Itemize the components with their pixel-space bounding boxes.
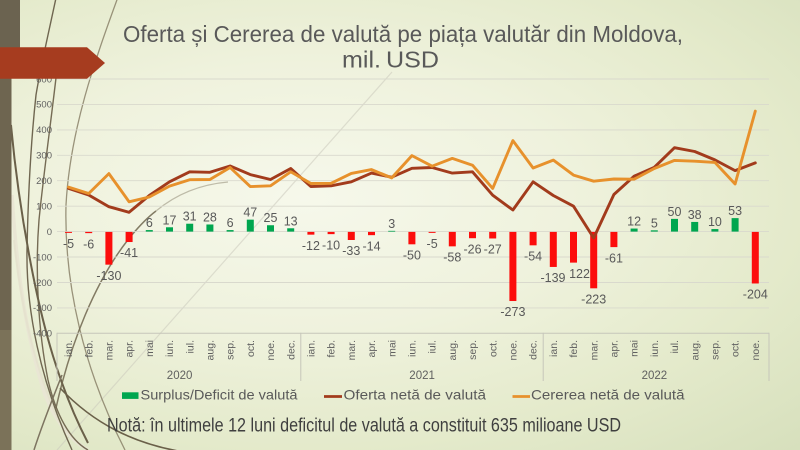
svg-text:mai: mai — [386, 340, 398, 357]
svg-text:feb.: feb. — [83, 340, 95, 358]
svg-text:oct.: oct. — [487, 340, 499, 357]
svg-text:noe.: noe. — [750, 340, 762, 360]
svg-text:ian.: ian. — [548, 340, 560, 357]
svg-text:apr.: apr. — [609, 340, 621, 358]
svg-text:25: 25 — [264, 211, 278, 225]
svg-text:sep.: sep. — [710, 340, 722, 360]
svg-text:sep.: sep. — [225, 340, 237, 360]
svg-text:oct.: oct. — [730, 340, 742, 357]
svg-text:oct.: oct. — [245, 340, 257, 357]
svg-text:-26: -26 — [463, 242, 481, 256]
svg-text:-130: -130 — [96, 269, 121, 283]
svg-text:-61: -61 — [605, 251, 623, 265]
svg-text:17: 17 — [163, 213, 177, 227]
svg-text:iul.: iul. — [669, 340, 681, 353]
svg-text:28: 28 — [203, 211, 217, 225]
svg-text:feb.: feb. — [568, 340, 580, 358]
svg-text:aug.: aug. — [689, 340, 701, 360]
svg-text:-139: -139 — [540, 271, 565, 285]
svg-text:300: 300 — [36, 151, 52, 162]
svg-text:-10: -10 — [322, 238, 340, 252]
svg-text:dec.: dec. — [528, 340, 540, 360]
svg-text:2020: 2020 — [167, 370, 193, 382]
svg-text:Oferta și Cererea de valută pe: Oferta și Cererea de valută pe piața val… — [123, 21, 683, 47]
svg-text:6: 6 — [146, 216, 153, 230]
svg-text:-6: -6 — [83, 237, 94, 251]
svg-text:0: 0 — [47, 227, 52, 238]
svg-text:apr.: apr. — [124, 340, 136, 358]
svg-text:47: 47 — [243, 206, 257, 220]
svg-text:53: 53 — [728, 204, 742, 218]
svg-text:600: 600 — [36, 74, 52, 85]
svg-text:13: 13 — [284, 214, 298, 228]
svg-text:iun.: iun. — [164, 340, 176, 357]
svg-text:mar.: mar. — [104, 340, 116, 360]
svg-text:iun.: iun. — [407, 340, 419, 357]
svg-text:2022: 2022 — [642, 370, 668, 382]
svg-text:50: 50 — [668, 205, 682, 219]
svg-text:500: 500 — [36, 100, 52, 111]
svg-text:iul.: iul. — [427, 340, 439, 353]
svg-text:-5: -5 — [427, 237, 438, 251]
svg-text:mil. USD: mil. USD — [342, 47, 439, 73]
svg-text:200: 200 — [36, 176, 52, 187]
svg-text:100: 100 — [36, 202, 52, 213]
svg-text:Oferta netă de valută: Oferta netă de valută — [344, 387, 487, 403]
svg-text:noe.: noe. — [508, 340, 520, 360]
svg-text:mai: mai — [144, 340, 156, 357]
svg-text:ian.: ian. — [306, 340, 318, 357]
svg-text:mar.: mar. — [346, 340, 358, 360]
svg-text:3: 3 — [388, 217, 395, 231]
svg-text:feb.: feb. — [326, 340, 338, 358]
svg-text:-223: -223 — [581, 293, 606, 307]
svg-text:-300: -300 — [33, 303, 52, 314]
svg-text:10: 10 — [708, 215, 722, 229]
svg-text:122: 122 — [569, 267, 590, 281]
svg-text:12: 12 — [627, 215, 641, 229]
svg-text:Surplus/Deficit de valută: Surplus/Deficit de valută — [141, 387, 298, 403]
svg-text:aug.: aug. — [447, 340, 459, 360]
svg-text:sep.: sep. — [467, 340, 479, 360]
svg-text:-58: -58 — [443, 251, 461, 265]
svg-text:dec.: dec. — [285, 340, 297, 360]
svg-text:-5: -5 — [63, 237, 74, 251]
svg-text:apr.: apr. — [366, 340, 378, 358]
svg-text:iul.: iul. — [184, 340, 196, 353]
svg-text:aug.: aug. — [205, 340, 217, 360]
svg-text:5: 5 — [651, 216, 658, 230]
svg-text:38: 38 — [688, 208, 702, 222]
svg-text:-54: -54 — [524, 250, 542, 264]
svg-text:-200: -200 — [33, 278, 52, 289]
svg-text:2021: 2021 — [409, 370, 435, 382]
svg-text:-14: -14 — [362, 239, 380, 253]
svg-text:ian.: ian. — [63, 340, 75, 357]
svg-text:mar.: mar. — [588, 340, 600, 360]
svg-text:-27: -27 — [484, 243, 502, 257]
svg-text:-12: -12 — [302, 239, 320, 253]
svg-text:31: 31 — [183, 210, 197, 224]
svg-text:-273: -273 — [500, 305, 525, 319]
svg-text:iun.: iun. — [649, 340, 661, 357]
svg-text:Notă: în ultimele 12 luni defi: Notă: în ultimele 12 luni deficitul de v… — [107, 416, 621, 437]
svg-text:noe.: noe. — [265, 340, 277, 360]
svg-text:mai: mai — [629, 340, 641, 357]
svg-text:Cererea netă de valută: Cererea netă de valută — [531, 387, 685, 403]
svg-text:-100: -100 — [33, 252, 52, 263]
svg-text:400: 400 — [36, 125, 52, 136]
svg-text:-33: -33 — [342, 244, 360, 258]
svg-text:6: 6 — [227, 216, 234, 230]
svg-text:-400: -400 — [33, 329, 52, 340]
svg-text:-50: -50 — [403, 249, 421, 263]
svg-text:-41: -41 — [120, 246, 138, 260]
svg-text:-204: -204 — [743, 288, 768, 302]
